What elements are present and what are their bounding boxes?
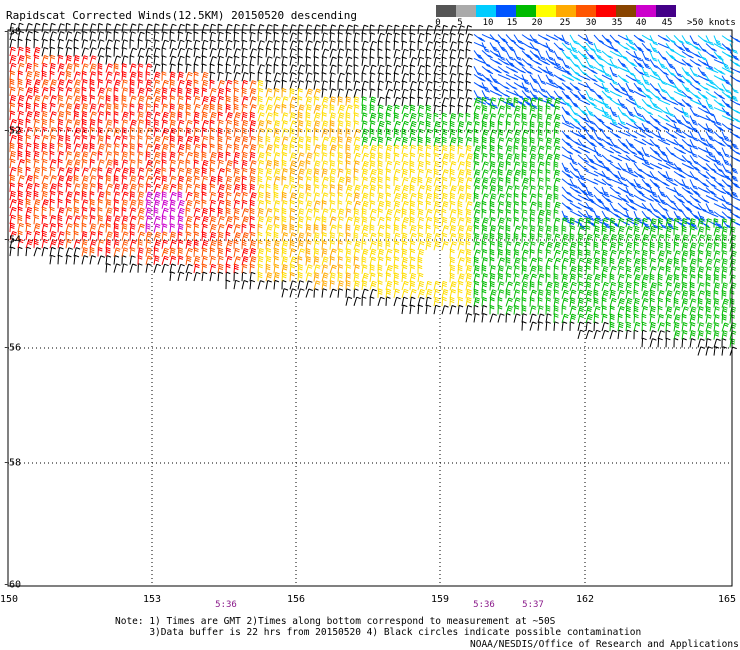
- wind-barb-group: [9, 54, 257, 274]
- legend-swatch: [456, 5, 476, 17]
- legend-swatch: [516, 5, 536, 17]
- legend-label: >50 knots: [687, 18, 736, 28]
- wind-barb-group: [473, 33, 740, 230]
- lat-label: -60: [3, 579, 22, 591]
- legend-label: 0: [435, 18, 441, 28]
- wind-barbs: [9, 22, 740, 356]
- lat-lon-grid: [8, 30, 732, 586]
- lon-label: 150: [0, 594, 19, 605]
- wind-barb-group: [9, 46, 257, 274]
- legend-swatch: [616, 5, 636, 17]
- lon-label: 153: [142, 594, 162, 605]
- pass-time: 5:36: [215, 600, 237, 610]
- legend-label: 15: [506, 18, 518, 28]
- legend-swatch: [576, 5, 596, 17]
- legend-label: 20: [531, 18, 543, 28]
- legend-swatch: [536, 5, 556, 17]
- pass-time: 5:36: [473, 600, 495, 610]
- legend-swatch: [656, 5, 676, 17]
- legend-label: 25: [559, 18, 571, 28]
- wind-barb-group: [561, 34, 740, 126]
- note-line: 3)Data buffer is 22 hrs from 20150520 4)…: [115, 627, 642, 638]
- wind-barb-group: [145, 191, 185, 233]
- lon-label: 162: [575, 594, 595, 605]
- map-frame: [7, 29, 733, 587]
- lat-label: -54: [3, 234, 22, 246]
- note-line: Note: 1) Times are GMT 2)Times along bot…: [115, 616, 556, 627]
- wind-speed-legend: 0 5 10 15 20 25 30 35 40 45 >50 knots: [435, 5, 736, 31]
- wind-barb-group: [9, 22, 737, 356]
- credit-line: NOAA/NESDIS/Office of Research and Appli…: [470, 639, 739, 650]
- lat-label: -50: [3, 26, 22, 38]
- lon-label: 159: [430, 594, 450, 605]
- legend-labels: 0 5 10 15 20 25 30 35 40 45 >50 knots: [435, 17, 736, 29]
- legend-label: 45: [661, 18, 673, 28]
- lon-label: 156: [286, 594, 306, 605]
- lat-label: -52: [3, 125, 22, 137]
- legend-label: 35: [611, 18, 623, 28]
- legend-swatch: [436, 5, 456, 17]
- legend-swatch: [556, 5, 576, 17]
- legend-label: 40: [635, 18, 647, 28]
- legend-label: 10: [482, 18, 494, 28]
- lat-label: -56: [3, 342, 22, 354]
- legend-swatch: [496, 5, 516, 17]
- lat-label: -58: [3, 457, 22, 469]
- legend-swatch: [636, 5, 656, 17]
- wind-barb-group: [361, 96, 737, 348]
- pass-time: 5:37: [522, 600, 544, 610]
- wind-barb-group: [257, 87, 361, 290]
- legend-label: 30: [585, 18, 597, 28]
- lon-label: 165: [717, 594, 737, 605]
- notes: Note: 1) Times are GMT 2)Times along bot…: [115, 616, 641, 638]
- legend-color-bar: [436, 5, 736, 17]
- legend-label: 5: [457, 18, 463, 28]
- legend-swatch: [476, 5, 496, 17]
- map-title: Rapidscat Corrected Winds(12.5KM) 201505…: [6, 9, 357, 22]
- wind-barb-group: [257, 79, 473, 307]
- legend-swatch: [596, 5, 616, 17]
